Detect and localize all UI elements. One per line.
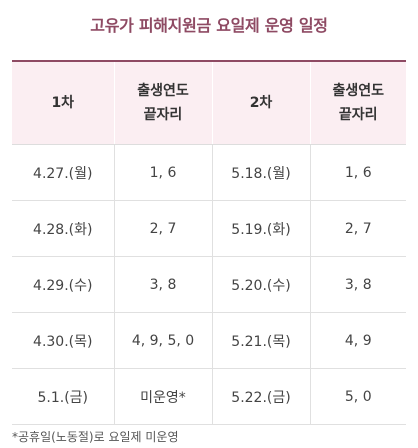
round1-digits: 4, 9, 5, 0: [113, 312, 212, 369]
round1-date: 4.28.(화): [12, 200, 114, 257]
round1-digits: 미운영*: [113, 368, 212, 425]
round2-digits: 4, 9: [309, 312, 406, 369]
round1-date: 4.27.(월): [12, 144, 114, 201]
table-row: 4.29.(수) 3, 8 5.20.(수) 3, 8: [12, 256, 406, 313]
round1-date: 4.29.(수): [12, 256, 114, 313]
round2-digits: 2, 7: [309, 200, 406, 257]
round1-date: 4.30.(목): [12, 312, 114, 369]
header-row: 1차 출생연도 끝자리 2차 출생연도 끝자리: [12, 60, 406, 145]
round2-digits: 1, 6: [309, 144, 406, 201]
table-row: 4.28.(화) 2, 7 5.19.(화) 2, 7: [12, 200, 406, 257]
round2-digits: 5, 0: [309, 368, 406, 425]
round1-digits: 2, 7: [113, 200, 212, 257]
table-row: 5.1.(금) 미운영* 5.22.(금) 5, 0: [12, 368, 406, 425]
round1-date: 5.1.(금): [12, 368, 114, 425]
round2-digits: 3, 8: [309, 256, 406, 313]
table-row: 4.30.(목) 4, 9, 5, 0 5.21.(목) 4, 9: [12, 312, 406, 369]
table-row: 4.27.(월) 1, 6 5.18.(월) 1, 6: [12, 144, 406, 201]
round2-date: 5.19.(화): [211, 200, 310, 257]
round1-digits: 1, 6: [113, 144, 212, 201]
header-round2: 2차: [211, 60, 310, 145]
header-round1: 1차: [12, 60, 114, 145]
round2-date: 5.22.(금): [211, 368, 310, 425]
round1-digits: 3, 8: [113, 256, 212, 313]
footnote: *공휴일(노동절)로 요일제 미운영: [12, 430, 179, 444]
header-birth-year-2-line1: 출생연도: [332, 83, 385, 99]
round2-date: 5.20.(수): [211, 256, 310, 313]
schedule-table: 1차 출생연도 끝자리 2차 출생연도 끝자리 4.27.(월) 1, 6 5.…: [12, 60, 406, 425]
header-birth-year-2-line2: 끝자리: [338, 107, 378, 123]
header-birth-year-2: 출생연도 끝자리: [309, 60, 406, 145]
header-birth-year-1-line2: 끝자리: [143, 107, 183, 123]
round2-date: 5.21.(목): [211, 312, 310, 369]
header-birth-year-1-line1: 출생연도: [137, 83, 189, 99]
header-birth-year-1: 출생연도 끝자리: [113, 60, 212, 145]
round2-date: 5.18.(월): [211, 144, 310, 201]
page-title: 고유가 피해지원금 요일제 운영 일정: [90, 16, 328, 35]
